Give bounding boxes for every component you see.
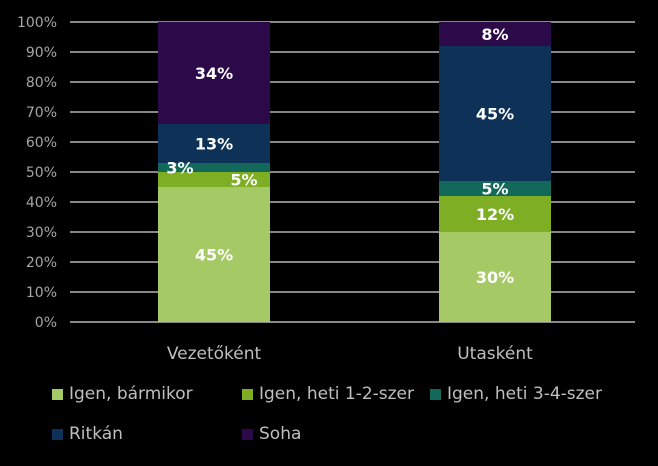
bar-segment (439, 46, 551, 181)
data-label: 13% (195, 135, 233, 154)
data-label: 34% (195, 64, 233, 83)
data-label: 30% (476, 268, 514, 287)
y-tick-label: 40% (26, 195, 57, 211)
legend-label: Igen, heti 1-2-szer (259, 384, 415, 404)
bars (158, 22, 551, 322)
data-label: 12% (476, 205, 514, 224)
y-tick-label: 0% (35, 315, 57, 331)
data-labels: 45% 5% 3%13% 34% 30% 12% 5% 45% 8% (166, 25, 514, 287)
bar-segment (439, 232, 551, 322)
legend-item-soha: Soha (242, 424, 301, 444)
y-axis-ticks: 0% 10% 20% 30% 40% 50% 60% 70% 80% 90% 100% (17, 15, 57, 331)
x-axis-categories: Vezetőként Utasként (167, 344, 533, 364)
legend-swatch (52, 388, 63, 400)
data-label: 45% (476, 105, 514, 124)
x-category-label: Utasként (457, 344, 533, 364)
legend-swatch (242, 428, 253, 440)
bar-segment (158, 124, 270, 163)
y-tick-label: 100% (17, 15, 57, 31)
data-label: 8% (481, 25, 508, 44)
y-tick-label: 70% (26, 105, 57, 121)
legend-item-ritkan: Ritkán (52, 424, 123, 444)
data-label: 3% (166, 159, 193, 178)
data-label: 45% (195, 246, 233, 265)
bar-segment (439, 22, 551, 46)
legend-label: Igen, heti 3-4-szer (447, 384, 603, 404)
legend-swatch (430, 388, 441, 400)
y-tick-label: 30% (26, 225, 57, 241)
y-tick-label: 10% (26, 285, 57, 301)
y-tick-label: 20% (26, 255, 57, 271)
legend-label: Soha (259, 424, 302, 444)
legend-label: Ritkán (69, 424, 123, 444)
legend-item-igen-heti-3-4: Igen, heti 3-4-szer (430, 384, 602, 404)
y-tick-label: 60% (26, 135, 57, 151)
bar-segment (158, 22, 270, 124)
legend-item-igen-barmikor: Igen, bármikor (52, 384, 193, 404)
data-label: 5% (481, 180, 508, 199)
legend-swatch (242, 388, 253, 400)
y-tick-label: 80% (26, 75, 57, 91)
y-tick-label: 50% (26, 165, 57, 181)
x-category-label: Vezetőként (167, 344, 262, 364)
legend-label: Igen, bármikor (69, 384, 193, 404)
bar-segment (158, 187, 270, 322)
bar-segment (439, 196, 551, 232)
bar-segment (158, 163, 270, 172)
legend-swatch (52, 428, 63, 440)
data-label: 5% (230, 171, 257, 190)
legend-item-igen-heti-1-2: Igen, heti 1-2-szer (242, 384, 414, 404)
bar-segment (439, 181, 551, 196)
bar-segment (158, 172, 270, 187)
y-tick-label: 90% (26, 45, 57, 61)
